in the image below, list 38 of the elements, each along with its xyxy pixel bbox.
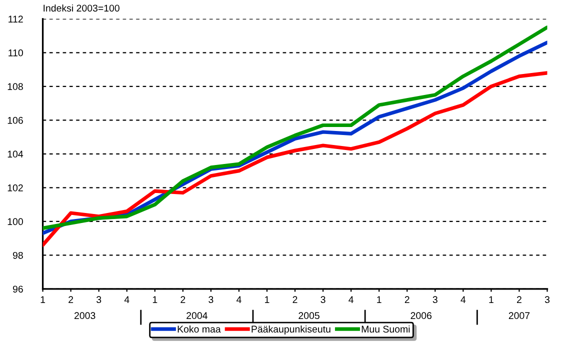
x-tick-label: 3	[208, 296, 214, 304]
legend-label: Muu Suomi	[362, 325, 410, 333]
text: 2003	[74, 312, 96, 320]
x-tick-label: 3	[544, 296, 550, 304]
x-tick-label: 2	[292, 296, 298, 303]
y-tick-label: 96	[12, 286, 23, 293]
x-tick-label: 1	[265, 296, 270, 303]
x-tick-label: 2	[180, 296, 186, 303]
line-series	[42, 71, 548, 247]
x-tick-label: 4	[348, 296, 354, 303]
x-tick-label: 3	[320, 296, 326, 304]
y-tick-label: 98	[12, 252, 23, 259]
x-tick-label: 1	[152, 296, 158, 303]
legend-label: Koko maa	[178, 325, 221, 333]
text: 2006	[410, 312, 432, 320]
x-tick-label: 4	[460, 296, 466, 303]
y-tick-label: 104	[8, 150, 24, 158]
legend-label: Pääkaupunkiseutu	[252, 325, 330, 334]
text: 2004	[186, 312, 208, 320]
x-tick-label: 2	[404, 296, 410, 303]
y-tick-label: 100	[8, 218, 23, 226]
chart-title: Indeksi 2003=100	[44, 4, 120, 12]
x-tick-label: 3	[96, 296, 102, 304]
x-tick-label: 2	[68, 296, 74, 303]
x-tick-label: 3	[432, 296, 438, 304]
y-tick-label: 112	[8, 16, 23, 22]
x-tick-label: 1	[489, 296, 494, 303]
x-tick-label: 1	[40, 296, 46, 303]
text: 2005	[298, 312, 320, 320]
x-tick-label: 4	[124, 296, 130, 303]
y-tick-label: 110	[8, 49, 23, 56]
x-tick-label: 4	[236, 296, 242, 303]
x-tick-label: 2	[516, 296, 522, 303]
text: 2007	[508, 312, 530, 320]
y-tick-label: 106	[8, 116, 23, 124]
y-tick-label: 102	[8, 184, 23, 192]
x-tick-label: 1	[377, 296, 382, 303]
y-tick-label: 108	[8, 83, 23, 90]
